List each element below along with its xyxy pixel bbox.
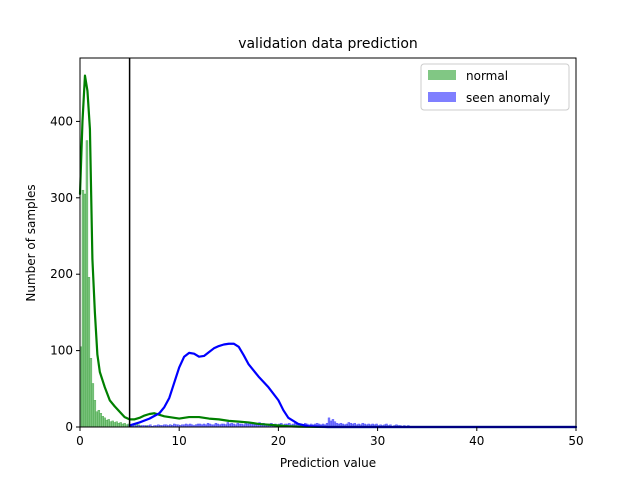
x-tick-label: 0 [76, 434, 84, 448]
legend-label-normal: normal [466, 69, 508, 83]
x-axis-ticks: 0 10 20 30 40 50 [76, 427, 584, 448]
bar-normal [91, 383, 95, 428]
x-tick-label: 40 [469, 434, 484, 448]
legend-box [420, 63, 570, 111]
legend-swatch-seen-anomaly [428, 92, 456, 102]
bar-seen-anomaly [244, 422, 247, 428]
legend: normal seen anomaly [420, 63, 570, 111]
kde-line-seen-anomaly [128, 342, 578, 429]
x-tick-label: 30 [370, 434, 385, 448]
bar-normal [117, 422, 120, 428]
bar-normal [119, 422, 122, 428]
legend-swatch-normal [428, 70, 456, 80]
bar-normal [85, 140, 89, 428]
bar-normal [101, 416, 104, 428]
x-tick-label: 50 [568, 434, 583, 448]
bar-normal [81, 189, 85, 428]
y-tick-label: 300 [50, 191, 73, 205]
bar-normal [99, 413, 103, 428]
y-tick-label: 200 [50, 267, 73, 281]
bar-normal [115, 421, 118, 428]
bar-normal [93, 400, 97, 428]
y-axis-label: Number of samples [24, 184, 38, 301]
x-axis-label: Prediction value [280, 456, 376, 470]
bar-seen-anomaly [331, 419, 335, 428]
y-axis-ticks: 0 100 200 300 400 [50, 114, 80, 434]
chart-title: validation data prediction [238, 36, 418, 52]
y-tick-label: 100 [50, 344, 73, 358]
bar-normal [95, 411, 99, 428]
bar-normal [123, 422, 126, 428]
bar-normal [83, 193, 87, 428]
bar-seen-anomaly [206, 422, 210, 428]
bar-seen-anomaly [214, 422, 218, 428]
bar-normal [107, 419, 110, 428]
bar-seen-anomaly [230, 422, 233, 428]
kde-line-normal [78, 74, 578, 429]
bar-normal [111, 420, 114, 428]
bar-normal [87, 277, 91, 428]
bar-normal [109, 421, 112, 428]
bar-normal [105, 419, 108, 428]
bar-normal [97, 409, 101, 428]
plot-frame [79, 57, 577, 428]
y-tick-label: 0 [65, 420, 73, 434]
x-tick-label: 10 [172, 434, 187, 448]
bar-normal [113, 422, 116, 428]
bar-normal [103, 417, 106, 428]
x-tick-label: 20 [271, 434, 286, 448]
bar-seen-anomaly [327, 417, 331, 428]
bar-seen-anomaly [236, 422, 239, 428]
bar-normal [89, 358, 93, 428]
bar-seen-anomaly [226, 422, 230, 428]
bars-layer [79, 140, 428, 428]
legend-label-seen-anomaly: seen anomaly [466, 91, 550, 105]
y-tick-label: 400 [50, 114, 73, 128]
kde-layer [78, 74, 578, 429]
